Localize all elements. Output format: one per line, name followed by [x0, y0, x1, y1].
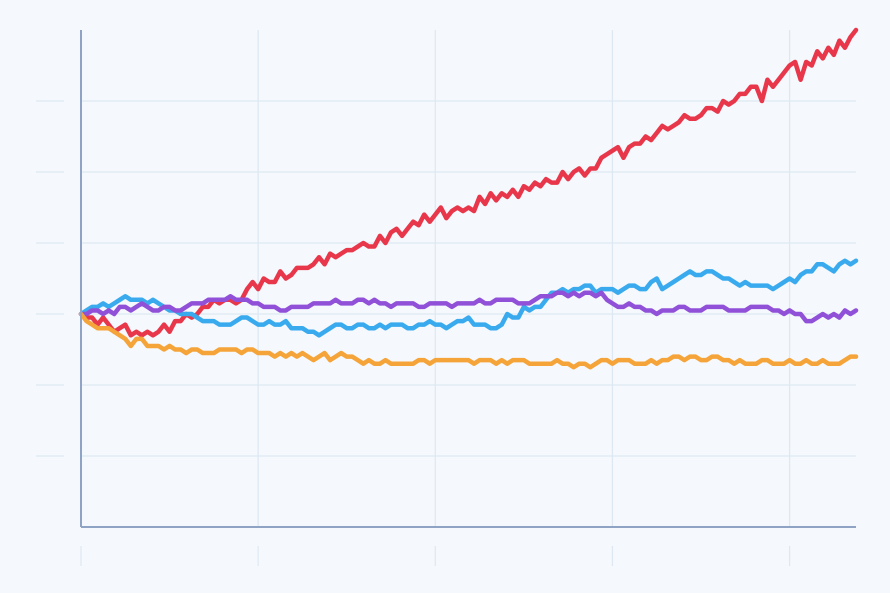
series-lines: [78, 27, 859, 370]
series-line-3: [78, 290, 859, 324]
grid: [81, 30, 856, 527]
ticks: [36, 100, 791, 566]
series-line-2: [78, 258, 859, 338]
axes: [80, 30, 856, 528]
series-line-4: [78, 311, 859, 370]
series-line-1: [78, 27, 859, 338]
